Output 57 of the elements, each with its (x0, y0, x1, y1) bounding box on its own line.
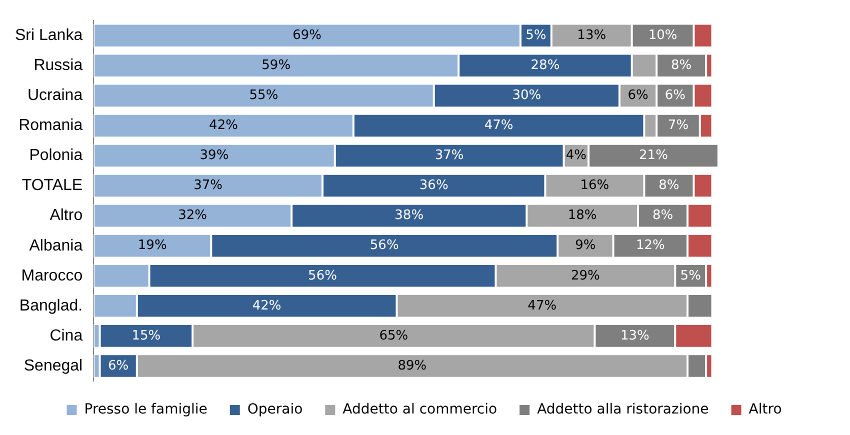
y-tick-label: Altro (50, 207, 83, 224)
data-label: 6% (108, 358, 129, 374)
data-label: 28% (530, 58, 560, 74)
y-tick-label: Senegal (24, 357, 83, 374)
y-tick-label: Romania (18, 117, 83, 134)
data-label: 39% (200, 148, 229, 164)
data-label: 32% (178, 208, 208, 224)
data-label: 36% (419, 178, 448, 194)
y-tick-label: Albania (29, 237, 83, 254)
data-label: 7% (668, 118, 689, 134)
y-tick-label: Ucraina (27, 87, 83, 104)
legend-label: Altro (748, 402, 782, 418)
data-label: 5% (680, 268, 701, 284)
data-label: 10% (648, 28, 678, 43)
data-label: 37% (194, 178, 222, 194)
data-label: 8% (671, 58, 692, 74)
legend-label: Addetto al commercio (342, 402, 498, 418)
data-label: 19% (138, 238, 167, 254)
y-tick-label: Marocco (21, 267, 83, 284)
data-label: 59% (262, 58, 291, 74)
data-label: 8% (652, 208, 674, 224)
data-label: 37% (434, 148, 464, 164)
data-label: 15% (132, 328, 161, 344)
legend-label: Addetto alla ristorazione (537, 402, 709, 418)
data-label: 47% (484, 118, 514, 134)
data-label: 18% (568, 208, 597, 224)
data-label: 9% (575, 238, 596, 254)
data-label: 29% (570, 268, 600, 284)
data-label: 4% (566, 148, 586, 164)
data-label: 5% (526, 28, 546, 43)
data-label: 13% (620, 328, 650, 344)
legend-label: Operaio (247, 402, 303, 418)
y-tick-label: Cina (50, 327, 83, 344)
y-tick-label: TOTALE (22, 177, 83, 194)
data-label: 30% (512, 88, 542, 104)
data-label: 13% (577, 28, 606, 43)
data-label: 12% (636, 238, 665, 254)
data-label: 69% (292, 28, 322, 43)
data-label: 21% (639, 148, 668, 164)
y-tick-label: Polonia (29, 147, 83, 164)
y-tick-label: Russia (34, 57, 83, 74)
data-label: 56% (370, 238, 399, 254)
data-label: 6% (628, 88, 648, 104)
y-tick-label: Sri Lanka (15, 27, 83, 44)
data-label: 8% (658, 178, 680, 194)
data-label: 56% (308, 268, 337, 284)
data-label: 16% (580, 178, 610, 194)
data-label: 6% (664, 88, 686, 104)
data-label: 89% (398, 358, 427, 374)
data-label: 42% (209, 118, 238, 134)
data-label: 65% (379, 328, 408, 344)
data-label: 38% (394, 208, 424, 224)
data-label: 55% (249, 88, 278, 104)
data-label: 47% (528, 298, 557, 314)
legend-label: Presso le famiglie (84, 402, 208, 418)
data-label: 42% (252, 298, 282, 314)
y-tick-label: Banglad. (19, 297, 83, 314)
